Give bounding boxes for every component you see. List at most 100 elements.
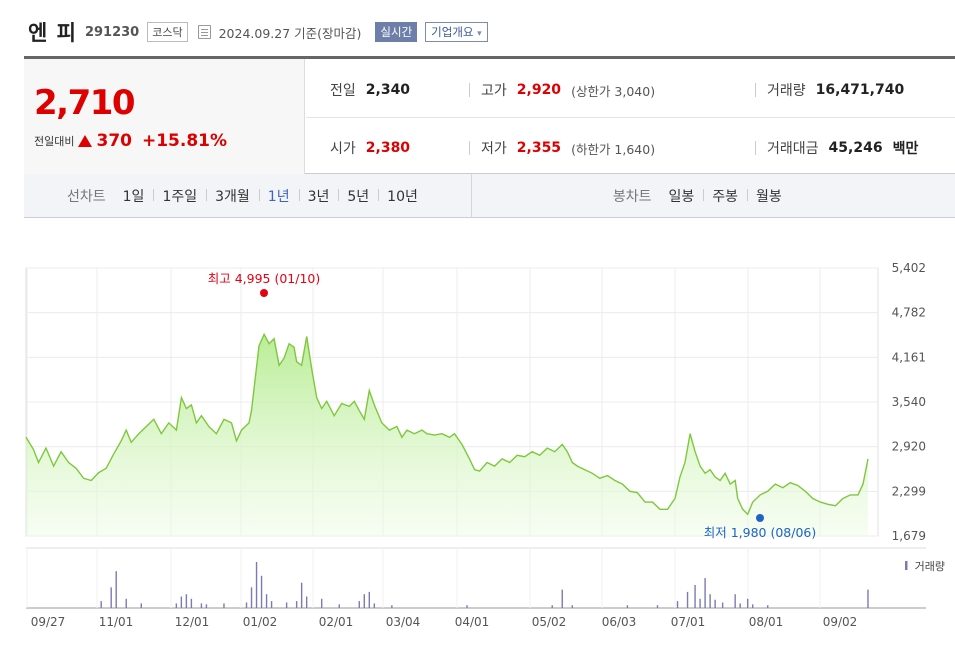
volume-bar <box>714 599 716 608</box>
volume-label: 거래량 <box>767 83 806 99</box>
volume-bar <box>110 587 112 608</box>
price-line <box>25 332 869 516</box>
volume-bar <box>551 605 553 608</box>
company-overview-dropdown[interactable]: 기업개요 ▾ <box>425 22 488 42</box>
realtime-button[interactable]: 실시간 <box>375 22 418 42</box>
volume-bar <box>320 598 323 608</box>
tab-monthly-candle[interactable]: 월봉 <box>747 186 791 206</box>
open-label: 시가 <box>330 141 356 157</box>
volume-bar <box>746 598 749 608</box>
stock-name: 엔 피 <box>28 21 77 45</box>
x-tick-label: 09/27 <box>31 615 66 629</box>
current-price: 2,710 <box>34 83 136 123</box>
volume-bar <box>358 601 360 608</box>
tab-3month[interactable]: 3개월 <box>206 186 259 206</box>
chart-period-tabs: 선차트 1일 1주일 3개월 1년 3년 5년 10년 봉차트 일봉 주봉 월봉 <box>24 173 955 218</box>
x-axis-ticks: 09/27 11/01 12/01 01/02 02/01 03/04 04/01 05/02… <box>31 615 858 629</box>
volume-bar <box>363 594 365 608</box>
volume-bar <box>245 602 248 608</box>
volume-bar <box>180 596 183 608</box>
volume-bar <box>709 594 711 608</box>
prev-label: 전일 <box>330 83 356 99</box>
tab-1day[interactable]: 1일 <box>122 188 145 205</box>
volume-bar <box>704 578 706 608</box>
change-row: 전일대비 370 +15.81% <box>34 131 227 151</box>
volume-bar <box>295 601 298 608</box>
line-chart-label: 선차트 <box>67 188 106 205</box>
trade-amount: 거래대금 45,246 백만 <box>754 138 918 158</box>
tabs-divider <box>470 173 472 218</box>
low-label: 저가 <box>481 141 507 157</box>
tab-5year[interactable]: 5년 <box>338 186 378 206</box>
tab-1week[interactable]: 1주일 <box>153 186 206 206</box>
volume-bar <box>200 603 203 608</box>
x-tick-label: 05/02 <box>532 615 567 629</box>
stock-code: 291230 <box>84 24 140 40</box>
tab-10year[interactable]: 10년 <box>378 186 427 206</box>
market-badge: 코스닥 <box>147 22 188 42</box>
high-price: 고가 2,920 (상한가 3,040) <box>468 80 656 100</box>
volume-bar <box>571 605 573 608</box>
volume-bar <box>250 587 253 608</box>
prev-value: 2,340 <box>365 82 411 98</box>
volume-bar <box>175 603 178 608</box>
volume-bar <box>752 604 754 608</box>
low-value: 2,355 <box>516 140 562 156</box>
volume-bar <box>656 605 659 608</box>
max-annotation-label: 최고 4,995 (01/10) <box>208 271 321 286</box>
volume-bar <box>125 598 127 608</box>
candle-chart-label: 봉차트 <box>612 188 652 205</box>
open-value: 2,380 <box>365 140 411 156</box>
y-tick-label: 4,782 <box>892 306 926 320</box>
volume-bar <box>223 603 225 608</box>
volume-bar <box>466 605 468 608</box>
x-tick-label: 03/04 <box>386 615 421 629</box>
tab-weekly-candle[interactable]: 주봉 <box>703 186 747 206</box>
x-tick-label: 09/02 <box>823 615 858 629</box>
y-tick-label: 5,402 <box>892 261 926 275</box>
tab-1year[interactable]: 1년 <box>258 186 299 206</box>
volume-bar <box>300 582 303 608</box>
amount-value: 45,246 <box>828 140 883 156</box>
volume-bar <box>190 598 193 608</box>
upper-limit: (상한가 3,040) <box>571 83 656 99</box>
volume-bar <box>205 604 208 608</box>
y-tick-label: 4,161 <box>892 350 926 364</box>
volume-bar <box>338 604 340 608</box>
low-price: 저가 2,355 (하한가 1,640) <box>468 138 656 158</box>
y-tick-label: 1,679 <box>892 529 926 543</box>
up-triangle-icon <box>78 135 93 147</box>
volume-legend-swatch <box>905 561 908 570</box>
volume-bar <box>739 603 741 608</box>
min-annotation-label: 최저 1,980 (08/06) <box>704 525 817 540</box>
tab-daily-candle[interactable]: 일봉 <box>668 188 695 205</box>
change-label: 전일대비 <box>34 135 75 148</box>
y-tick-label: 2,299 <box>892 484 926 498</box>
volume-legend-label: 거래량 <box>915 560 945 573</box>
volume-bar <box>391 605 393 608</box>
panel-divider <box>306 117 955 118</box>
volume-bar <box>721 602 724 608</box>
volume-bar <box>305 596 308 608</box>
x-tick-label: 11/01 <box>99 615 134 629</box>
y-tick-label: 2,920 <box>892 440 926 454</box>
x-tick-label: 08/01 <box>749 615 784 629</box>
volume-bar <box>265 594 268 608</box>
stock-header: 엔 피 291230 코스닥 2024.09.27 기준(장마감) 실시간 기업… <box>28 14 488 50</box>
current-price-box: 2,710 전일대비 370 +15.81% <box>24 59 305 174</box>
price-area <box>26 334 868 536</box>
prev-close: 전일 2,340 <box>330 80 410 100</box>
volume-bar <box>285 602 288 608</box>
min-point <box>756 514 764 522</box>
lower-limit: (하한가 1,640) <box>571 141 656 157</box>
volume-bar <box>867 589 869 608</box>
volume-bar <box>373 603 376 608</box>
volume-bar <box>255 562 258 608</box>
change-value: 370 <box>96 131 132 151</box>
tab-3year[interactable]: 3년 <box>298 186 339 206</box>
x-tick-label: 01/02 <box>243 615 278 629</box>
x-tick-label: 12/01 <box>175 615 210 629</box>
document-icon <box>197 25 211 39</box>
high-value: 2,920 <box>516 82 562 98</box>
